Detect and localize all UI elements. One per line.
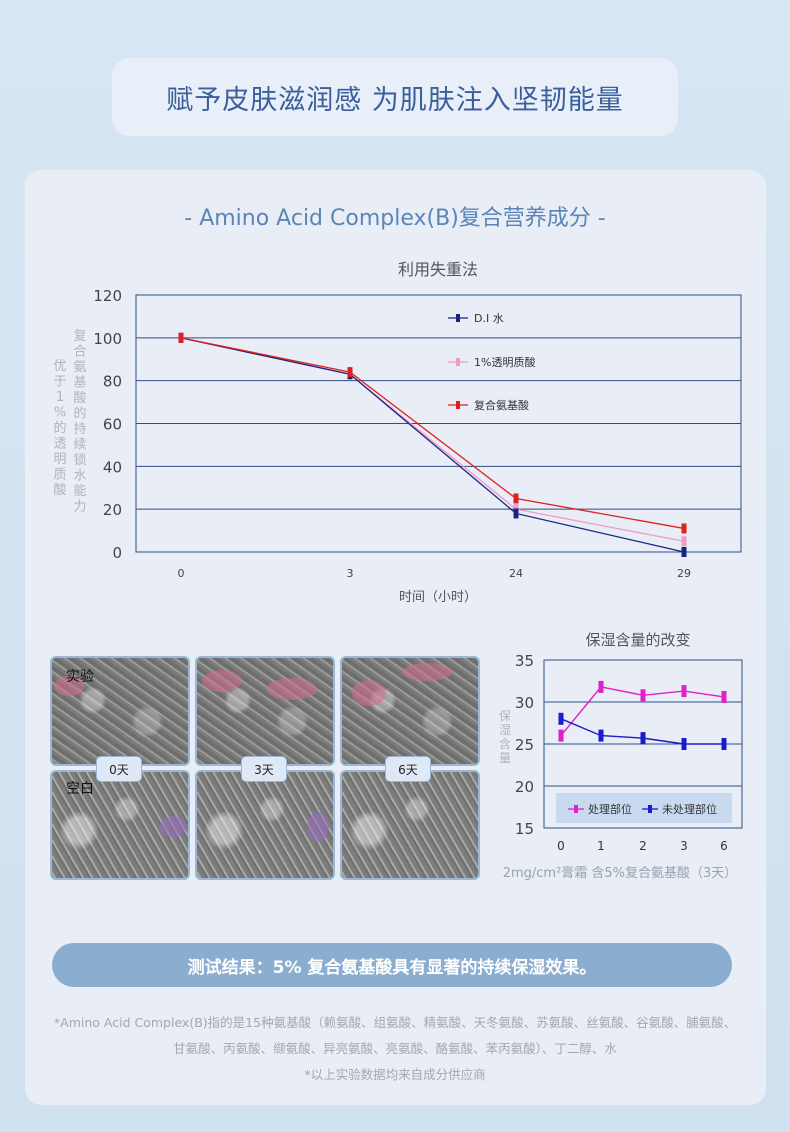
- chart1-xtick-label: 0: [178, 567, 185, 580]
- photo-test-day6: [340, 656, 480, 766]
- chart2-legend-box: [556, 793, 732, 823]
- chart2-data-point: [721, 690, 727, 703]
- chart1-data-point: [513, 493, 519, 504]
- photo-test-day3: [195, 656, 335, 766]
- chart1-xaxis-label: 时间（小时）: [399, 590, 477, 605]
- chart1-series-line: [180, 337, 685, 530]
- chart2-ytick-label: 20: [515, 778, 534, 796]
- chart2-xtick-label: 6: [720, 839, 728, 853]
- chart2-data-point: [640, 732, 646, 745]
- photo-blank-day6: [340, 770, 480, 880]
- chart1-data-point: [178, 332, 184, 343]
- chart2-data-point: [681, 685, 687, 698]
- photo-blank-day0: [50, 770, 190, 880]
- chart1-data-point: [681, 523, 687, 534]
- chart1-legend-marker: [456, 401, 460, 409]
- chart1-xtick-label: 24: [509, 567, 523, 580]
- chart2-legend-marker: [648, 805, 652, 813]
- chart2-data-point: [558, 712, 564, 725]
- chart1-data-point: [347, 367, 353, 378]
- footnote-ingredients-2: 甘氨酸、丙氨酸、缬氨酸、异亮氨酸、亮氨酸、酪氨酸、苯丙氨酸）、丁二醇、水: [173, 1041, 617, 1056]
- skin-photo-grid: 实验 空白 0天 3天 6天: [50, 656, 480, 882]
- chart2-xtick-label: 3: [680, 839, 688, 853]
- chart2-data-point: [640, 689, 646, 702]
- chart1-ytick-label: 40: [103, 458, 122, 476]
- banner-title: 赋予皮肤滋润感 为肌肤注入坚韧能量: [112, 58, 678, 136]
- chart1-ytick-label: 60: [103, 416, 122, 434]
- photo-blank-day3: [195, 770, 335, 880]
- chart1-title: 利用失重法: [398, 260, 478, 279]
- chart1-xtick-label: 29: [677, 567, 691, 580]
- chart1-ytick-label: 100: [93, 330, 122, 348]
- footnote-ingredients-1: *Amino Acid Complex(B)指的是15种氨基酸（赖氨酸、组氨酸、…: [53, 1015, 737, 1030]
- chart2-xtick-label: 1: [597, 839, 605, 853]
- chart1-legend-marker: [456, 358, 460, 366]
- chart1-legend-label: 复合氨基酸: [474, 398, 529, 412]
- chart2-data-point: [681, 738, 687, 750]
- chart2-ytick-label: 35: [515, 652, 534, 670]
- chart2-legend-label: 处理部位: [588, 802, 632, 816]
- row-label-blank: 空白: [66, 781, 94, 797]
- row-label-test: 实验: [66, 669, 94, 685]
- chart1-ytick-label: 120: [93, 287, 122, 305]
- chart1-legend-label: D.I 水: [474, 312, 504, 325]
- chart2-legend-marker: [574, 805, 578, 813]
- chart2-data-point: [558, 729, 564, 742]
- day-tag-0: 0天: [96, 756, 142, 782]
- chart2-title: 保湿含量的改变: [585, 631, 690, 649]
- chart2-data-point: [721, 738, 727, 750]
- chart2-ytick-label: 15: [515, 820, 534, 838]
- chart1-data-point: [681, 547, 687, 557]
- chart1-data-point: [681, 536, 687, 547]
- chart2-caption: 2mg/cm²膏霜 含5%复合氨基酸（3天）: [502, 866, 738, 881]
- chart2-data-point: [598, 680, 604, 693]
- section-subtitle: - Amino Acid Complex(B)复合营养成分 -: [184, 206, 606, 231]
- chart1-ytick-label: 20: [103, 501, 122, 519]
- chart1-legend-marker: [456, 314, 460, 322]
- footnote-source: *以上实验数据均来自成分供应商: [304, 1067, 486, 1082]
- chart1-ylabel-left: 优于 1 %的透明质酸: [53, 359, 66, 498]
- chart1-ytick-label: 0: [112, 544, 122, 562]
- chart2-legend-label: 未处理部位: [662, 802, 717, 816]
- day-tag-3: 3天: [241, 756, 287, 782]
- chart1-ylabel-right: 复合氨基酸的持续锁水能力: [73, 329, 86, 515]
- chart1-ytick-label: 80: [103, 373, 122, 391]
- chart1-xtick-label: 3: [347, 567, 354, 580]
- chart2-ytick-label: 25: [515, 736, 534, 754]
- chart2-xtick-label: 0: [557, 839, 565, 853]
- chart2-data-point: [598, 729, 604, 742]
- chart1-legend-label: 1%透明质酸: [474, 355, 535, 369]
- chart1-series-line: [180, 337, 685, 542]
- weight-loss-chart: 利用失重法 0 20 40 60 80 100 120 0 3 24 29 时间（小时） 优于 1 %的透明质…: [53, 260, 742, 605]
- chart2-ytick-label: 30: [515, 694, 534, 712]
- chart1-series-line: [180, 337, 685, 553]
- chart2-ylabel: 保湿含量: [499, 709, 511, 765]
- chart2-xtick-label: 2: [639, 839, 647, 853]
- chart1-data-point: [513, 508, 519, 519]
- result-banner: 测试结果：5% 复合氨基酸具有显著的持续保湿效果。: [52, 943, 732, 987]
- day-tag-6: 6天: [385, 756, 431, 782]
